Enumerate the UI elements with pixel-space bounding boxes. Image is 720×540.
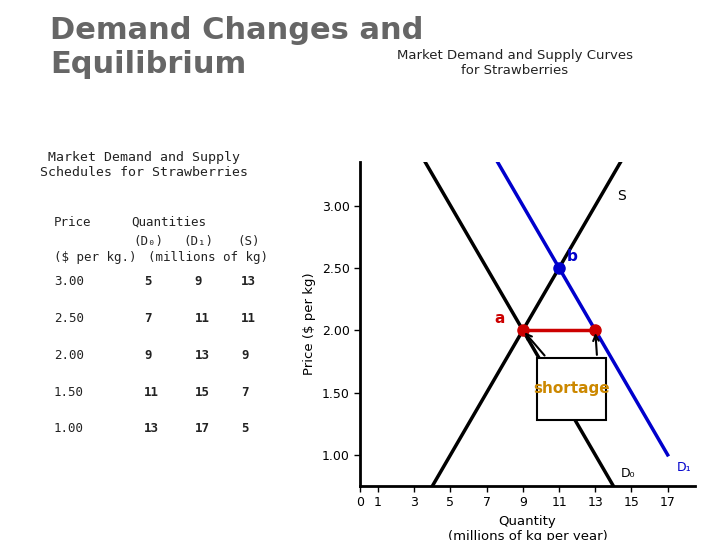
- Text: (D₁): (D₁): [184, 235, 214, 248]
- Text: D₀: D₀: [621, 467, 635, 480]
- Text: 11: 11: [241, 312, 256, 325]
- Text: 1.00: 1.00: [54, 422, 84, 435]
- Text: 3.00: 3.00: [54, 275, 84, 288]
- Text: 9: 9: [194, 275, 202, 288]
- Text: 11: 11: [144, 386, 159, 399]
- Text: 2.50: 2.50: [54, 312, 84, 325]
- Text: Market Demand and Supply Curves
for Strawberries: Market Demand and Supply Curves for Stra…: [397, 49, 633, 77]
- Text: Demand Changes and
Equilibrium: Demand Changes and Equilibrium: [50, 16, 424, 79]
- Text: D₁: D₁: [677, 461, 691, 474]
- Text: 9: 9: [144, 349, 151, 362]
- Text: ($ per kg.): ($ per kg.): [54, 251, 137, 264]
- Text: b: b: [567, 249, 577, 264]
- X-axis label: Quantity
(millions of kg per year): Quantity (millions of kg per year): [448, 515, 607, 540]
- Text: 9: 9: [241, 349, 248, 362]
- Text: 13: 13: [241, 275, 256, 288]
- Text: S: S: [617, 188, 626, 202]
- Text: 7: 7: [144, 312, 151, 325]
- Text: 11: 11: [194, 312, 210, 325]
- Text: 2.00: 2.00: [54, 349, 84, 362]
- Text: Quantities: Quantities: [132, 216, 207, 229]
- Text: shortage: shortage: [534, 381, 610, 396]
- Text: 15: 15: [194, 386, 210, 399]
- Text: (D₀): (D₀): [133, 235, 163, 248]
- FancyBboxPatch shape: [537, 357, 606, 420]
- Text: 13: 13: [194, 349, 210, 362]
- Text: 7: 7: [241, 386, 248, 399]
- Text: (S): (S): [238, 235, 260, 248]
- Text: 5: 5: [144, 275, 151, 288]
- Text: 17: 17: [194, 422, 210, 435]
- Text: (millions of kg): (millions of kg): [148, 251, 268, 264]
- Text: Price: Price: [54, 216, 91, 229]
- Text: a: a: [494, 312, 505, 327]
- Text: 13: 13: [144, 422, 159, 435]
- Y-axis label: Price ($ per kg): Price ($ per kg): [303, 273, 316, 375]
- Text: 1.50: 1.50: [54, 386, 84, 399]
- Text: 5: 5: [241, 422, 248, 435]
- Text: Market Demand and Supply
Schedules for Strawberries: Market Demand and Supply Schedules for S…: [40, 151, 248, 179]
